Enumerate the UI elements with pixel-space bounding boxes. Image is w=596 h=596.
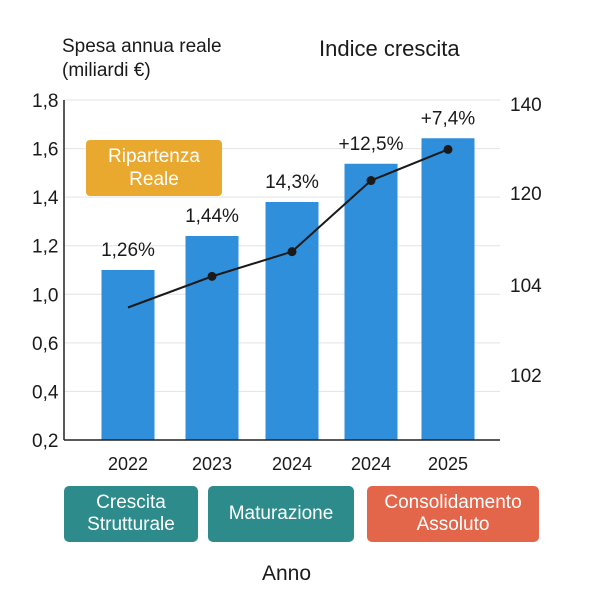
bar-data-label: 1,44% [185, 206, 239, 227]
growth-line-point [287, 247, 297, 257]
left-tick-label: 1,4 [32, 188, 59, 209]
right-tick-label: 120 [510, 184, 542, 205]
right-tick-label: 140 [510, 95, 542, 116]
right-tick-label: 104 [510, 276, 542, 297]
chart-texts: 0,2 0,4 0,6 1,0 1,2 1,4 1,6 1,8 102 104 120 140 1,26… [32, 91, 542, 474]
x-axis-title: Anno [262, 562, 312, 585]
phase-label-line2: Strutturale [87, 514, 175, 535]
growth-line-point [443, 144, 453, 154]
x-tick-label: 2024 [351, 454, 391, 474]
phase-label-line1: Consolidamento [384, 492, 522, 513]
growth-line-point [366, 176, 376, 186]
bar-data-label: +12,5% [339, 134, 404, 155]
right-tick-label: 102 [510, 366, 542, 387]
callout-line2: Reale [129, 169, 179, 190]
growth-line-point [207, 271, 217, 281]
phase-consolidamento-assoluto: Consolidamento Assoluto [367, 486, 539, 542]
x-tick-label: 2023 [192, 454, 232, 474]
bar-data-label: 1,26% [101, 240, 155, 261]
bar [101, 270, 155, 440]
phase-crescita-strutturale: Crescita Strutturale [64, 486, 198, 542]
bar [265, 202, 319, 440]
y-axis-title-line1: Spesa annua reale [62, 36, 222, 57]
axes [63, 100, 500, 441]
right-axis-title: Indice crescita [319, 36, 460, 61]
left-tick-label: 0,4 [32, 382, 59, 403]
bar-data-label: 14,3% [265, 172, 319, 193]
left-tick-label: 1,2 [32, 237, 58, 258]
y-axis-title: Spesa annua reale (miliardi €) [62, 35, 222, 83]
left-tick-label: 1,0 [32, 285, 58, 306]
left-tick-label: 0,2 [32, 431, 58, 452]
left-tick-label: 1,8 [32, 91, 58, 112]
phase-label-line1: Maturazione [228, 503, 334, 524]
bar [421, 138, 475, 440]
bar-data-label: +7,4% [421, 108, 476, 129]
callout-ripartenza: Ripartenza Reale [86, 140, 222, 196]
left-tick-label: 1,6 [32, 140, 58, 161]
x-tick-label: 2025 [428, 454, 468, 474]
bars [101, 138, 475, 440]
phase-label-line1: Crescita [96, 492, 166, 513]
callout-line1: Ripartenza [108, 146, 200, 167]
growth-line [127, 144, 453, 309]
y-axis-title-line2: (miliardi €) [62, 60, 151, 81]
phase-label-line2: Assoluto [416, 514, 490, 535]
x-tick-label: 2022 [108, 454, 148, 474]
left-tick-label: 0,6 [32, 334, 58, 355]
phase-maturazione: Maturazione [208, 486, 354, 542]
x-tick-label: 2024 [272, 454, 312, 474]
bar [344, 163, 398, 440]
bar [185, 236, 239, 440]
